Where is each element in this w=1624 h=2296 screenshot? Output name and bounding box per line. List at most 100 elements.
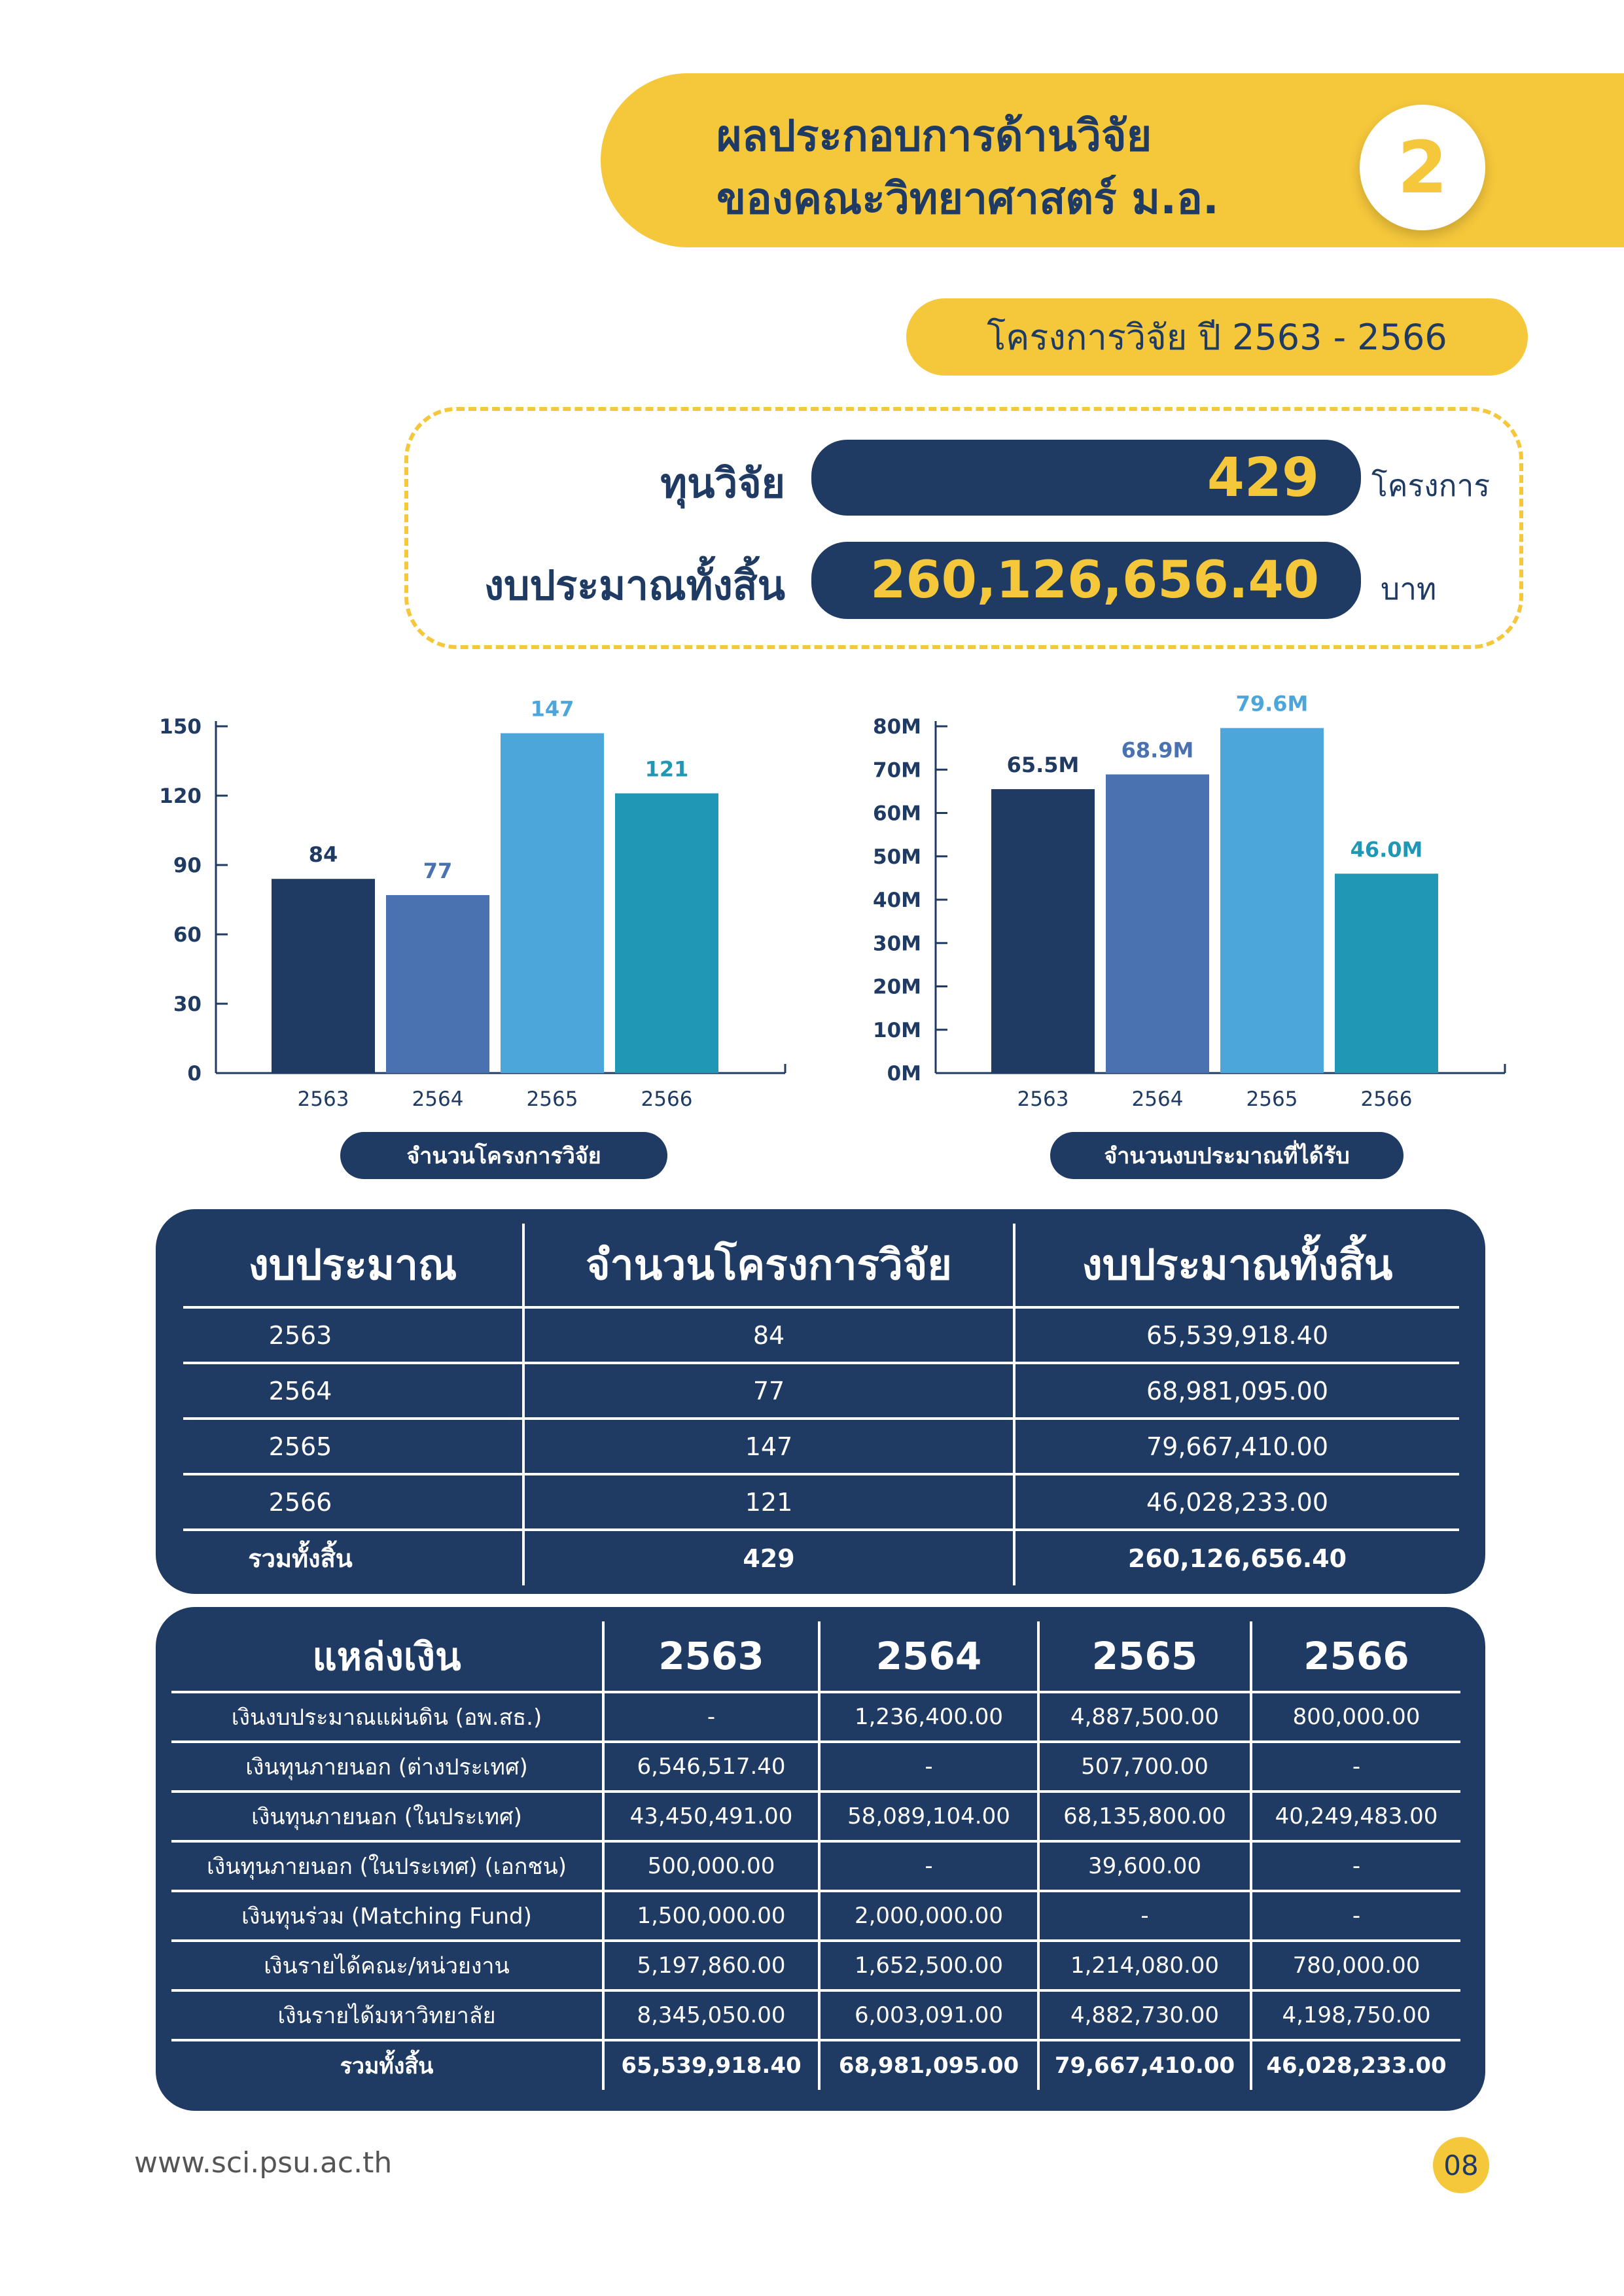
y-tick-label: 30M	[873, 932, 921, 955]
table-cell: เงินรายได้มหาวิทยาลัย	[171, 1990, 603, 2041]
grants-label: ทุนวิจัย	[660, 459, 785, 507]
chart-project-count: 0 30 60 90 120 150 84 2563 77 2564 147 2565 121 2566	[159, 697, 786, 1111]
y-tick-label: 60M	[873, 802, 921, 826]
table-cell: 6,003,091.00	[818, 1990, 1038, 2041]
page-title: ผลประกอบการด้านวิจัย ของคณะวิทยาศาสตร์ ม…	[716, 105, 1305, 230]
table-row: เงินรายได้มหาวิทยาลัย 8,345,050.00 6,003…	[171, 1990, 1460, 2041]
x-tick-label: 2565	[1246, 1087, 1298, 1111]
table-row: เงินทุนภายนอก (ต่างประเทศ) 6,546,517.40 …	[171, 1742, 1460, 1793]
x-tick-label: 2563	[298, 1087, 349, 1111]
summary-box	[404, 407, 1523, 649]
page-title-line-2: ของคณะวิทยาศาสตร์ ม.อ.	[716, 173, 1219, 224]
chart-project-count-caption: จำนวนโครงการวิจัย	[340, 1132, 667, 1179]
grants-value: 429	[1207, 446, 1319, 509]
table-header-row: แหล่งเงิน 2563 2564 2565 2566	[171, 1621, 1460, 1693]
table-cell: 65,539,918.40	[602, 2040, 819, 2090]
bar	[272, 879, 375, 1073]
table-row: เงินทุนร่วม (Matching Fund) 1,500,000.00…	[171, 1891, 1460, 1942]
budget-unit: บาท	[1381, 571, 1437, 607]
table-row: 2565 147 79,667,410.00	[183, 1419, 1459, 1475]
bar-value-label: 77	[423, 858, 453, 883]
y-tick-label: 120	[159, 785, 202, 808]
table-cell: 39,600.00	[1037, 1841, 1251, 1892]
budget-value-bar: 260,126,656.40	[811, 542, 1361, 619]
bar-value-label: 79.6M	[1236, 692, 1309, 716]
table-cell: -	[818, 1841, 1038, 1892]
chart-budget-amount: 0M 10M 20M 30M 40M 50M 60M 70M 80M 65.5M 2563 68.9M…	[873, 692, 1506, 1111]
table-cell: 121	[522, 1474, 1014, 1531]
y-tick-label: 50M	[873, 845, 921, 869]
column-header: แหล่งเงิน	[171, 1621, 603, 1693]
table-cell: 780,000.00	[1250, 1941, 1460, 1992]
table-cell: เงินทุนภายนอก (ในประเทศ) (เอกชน)	[171, 1841, 603, 1892]
budget-value: 260,126,656.40	[870, 551, 1319, 610]
column-header: 2564	[818, 1621, 1038, 1693]
table-cell: 2564	[183, 1363, 523, 1420]
table-cell: 147	[522, 1419, 1014, 1475]
table-cell: 68,981,095.00	[818, 2040, 1038, 2090]
table-cell: -	[1037, 1891, 1251, 1942]
y-tick-label: 90	[173, 854, 202, 877]
table-cell: 68,135,800.00	[1037, 1792, 1251, 1843]
table-cell: 507,700.00	[1037, 1742, 1251, 1793]
x-tick-label: 2566	[1361, 1087, 1413, 1111]
y-tick-label: 150	[159, 715, 202, 739]
table-cell: -	[602, 1692, 819, 1743]
table-cell: 6,546,517.40	[602, 1742, 819, 1793]
table-cell: 5,197,860.00	[602, 1941, 819, 1992]
bar-value-label: 68.9M	[1121, 738, 1194, 763]
table-cell: -	[1250, 1841, 1460, 1892]
y-tick-label: 30	[173, 993, 202, 1016]
table-cell: 46,028,233.00	[1013, 1474, 1459, 1531]
column-header: 2563	[602, 1621, 819, 1693]
bar	[1220, 728, 1324, 1073]
table-header-row: งบประมาณ จำนวนโครงการวิจัย งบประมาณทั้งส…	[183, 1224, 1459, 1309]
table-cell: รวมทั้งสิ้น	[340, 2053, 434, 2079]
table-cell: 4,198,750.00	[1250, 1990, 1460, 2041]
table-cell: เงินงบประมาณแผ่นดิน (อพ.สธ.)	[171, 1692, 603, 1743]
x-tick-label: 2564	[412, 1087, 464, 1111]
bar	[386, 894, 489, 1073]
y-tick-label: 70M	[873, 758, 921, 782]
bar-value-label: 65.5M	[1007, 752, 1080, 777]
y-tick-label: 20M	[873, 976, 921, 999]
bar	[501, 733, 604, 1073]
table-cell: 84	[522, 1307, 1014, 1364]
column-header: จำนวนโครงการวิจัย	[522, 1224, 1014, 1309]
page-title-line-1: ผลประกอบการด้านวิจัย	[716, 111, 1152, 161]
table-row: เงินงบประมาณแผ่นดิน (อพ.สธ.) - 1,236,400…	[171, 1692, 1460, 1743]
table-cell: เงินทุนภายนอก (ในประเทศ)	[171, 1792, 603, 1843]
table-cell: 500,000.00	[602, 1841, 819, 1892]
bar	[1335, 874, 1438, 1073]
y-tick-label: 80M	[873, 715, 921, 739]
footer-website-link[interactable]: www.sci.psu.ac.th	[134, 2146, 393, 2180]
y-tick-label: 0M	[887, 1062, 921, 1086]
chart-budget-amount-caption: จำนวนงบประมาณที่ได้รับ	[1050, 1132, 1403, 1179]
bar-value-label: 147	[531, 697, 574, 722]
table-cell: 260,126,656.40	[1013, 1530, 1459, 1585]
page-number: 08	[1433, 2137, 1489, 2193]
table-cell: เงินทุนภายนอก (ต่างประเทศ)	[171, 1742, 603, 1793]
summary-table: งบประมาณ จำนวนโครงการวิจัย งบประมาณทั้งส…	[183, 1224, 1459, 1585]
bar	[1106, 774, 1209, 1073]
column-header: 2565	[1037, 1621, 1251, 1693]
table-row: 2566 121 46,028,233.00	[183, 1474, 1459, 1531]
grants-unit: โครงการ	[1371, 468, 1491, 503]
x-tick-label: 2563	[1017, 1087, 1069, 1111]
table-cell: 1,652,500.00	[818, 1941, 1038, 1992]
table-row: เงินทุนภายนอก (ในประเทศ) 43,450,491.00 5…	[171, 1792, 1460, 1843]
table-cell: 79,667,410.00	[1013, 1419, 1459, 1475]
table-cell: เงินทุนร่วม (Matching Fund)	[171, 1891, 603, 1942]
table-cell: 58,089,104.00	[818, 1792, 1038, 1843]
x-tick-label: 2566	[641, 1087, 693, 1111]
y-tick-label: 0	[187, 1062, 202, 1086]
table-cell: 40,249,483.00	[1250, 1792, 1460, 1843]
bar-value-label: 121	[645, 756, 689, 781]
table-cell: 1,236,400.00	[818, 1692, 1038, 1743]
section-subtitle: โครงการวิจัย ปี 2563 - 2566	[906, 298, 1528, 376]
x-tick-label: 2565	[527, 1087, 578, 1111]
column-header: งบประมาณทั้งสิ้น	[1013, 1224, 1459, 1309]
table-cell: รวมทั้งสิ้น	[248, 1544, 353, 1573]
funding-source-table: แหล่งเงิน 2563 2564 2565 2566 เงินงบประม…	[171, 1621, 1460, 2090]
column-header: งบประมาณ	[183, 1224, 523, 1309]
